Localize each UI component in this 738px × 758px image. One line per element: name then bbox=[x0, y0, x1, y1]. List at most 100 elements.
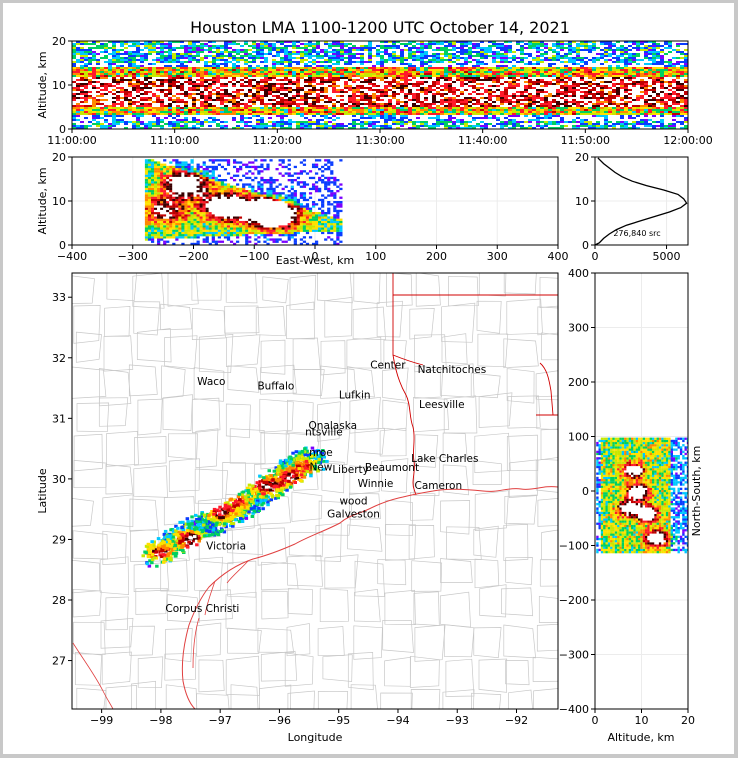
time-density-cell bbox=[452, 73, 456, 75]
time-density-cell bbox=[240, 91, 244, 93]
time-density-cell bbox=[400, 123, 404, 125]
time-density-cell bbox=[208, 89, 212, 91]
time-density-cell bbox=[356, 105, 360, 107]
time-density-cell bbox=[84, 63, 88, 65]
time-density-cell bbox=[492, 125, 496, 127]
time-density-cell bbox=[540, 77, 544, 79]
time-density-cell bbox=[436, 83, 440, 85]
time-density-cell bbox=[352, 53, 356, 55]
time-density-cell bbox=[448, 67, 452, 69]
time-density-cell bbox=[92, 109, 96, 111]
time-density-cell bbox=[468, 101, 472, 103]
time-density-cell bbox=[152, 123, 156, 125]
time-density-cell bbox=[548, 101, 552, 103]
time-density-cell bbox=[140, 109, 144, 111]
time-density-cell bbox=[328, 111, 332, 113]
time-density-cell bbox=[448, 99, 452, 101]
time-density-cell bbox=[288, 71, 292, 73]
time-density-cell bbox=[192, 77, 196, 79]
time-density-cell bbox=[552, 97, 556, 99]
time-density-cell bbox=[336, 51, 340, 53]
time-density-cell bbox=[332, 59, 336, 61]
time-density-cell bbox=[220, 111, 224, 113]
time-density-cell bbox=[128, 99, 132, 101]
time-density-cell bbox=[464, 79, 468, 81]
time-density-cell bbox=[192, 55, 196, 57]
time-density-cell bbox=[192, 75, 196, 77]
time-density-cell bbox=[452, 61, 456, 63]
time-density-cell bbox=[312, 71, 316, 73]
time-density-cell bbox=[432, 43, 436, 45]
time-density-cell bbox=[428, 59, 432, 61]
time-density-cell bbox=[340, 95, 344, 97]
time-density-cell bbox=[388, 113, 392, 115]
time-density-cell bbox=[484, 115, 488, 117]
time-density-cell bbox=[188, 73, 192, 75]
time-density-cell bbox=[204, 81, 208, 83]
time-density-cell bbox=[424, 93, 428, 95]
time-density-cell bbox=[116, 91, 120, 93]
time-density-cell bbox=[468, 109, 472, 111]
time-density-cell bbox=[388, 95, 392, 97]
time-density-cell bbox=[276, 123, 280, 125]
time-density-cell bbox=[352, 125, 356, 127]
time-density-cell bbox=[304, 107, 308, 109]
time-density-cell bbox=[344, 63, 348, 65]
time-density-cell bbox=[464, 109, 468, 111]
time-density-cell bbox=[604, 123, 608, 125]
time-density-cell bbox=[424, 71, 428, 73]
time-density-cell bbox=[296, 105, 300, 107]
time-density-cell bbox=[488, 73, 492, 75]
time-density-cell bbox=[584, 49, 588, 51]
time-density-cell bbox=[452, 49, 456, 51]
time-density-cell bbox=[136, 51, 140, 53]
time-density-cell bbox=[416, 83, 420, 85]
time-density-cell bbox=[180, 61, 184, 63]
time-density-cell bbox=[420, 83, 424, 85]
time-density-cell bbox=[168, 55, 172, 57]
time-density-cell bbox=[208, 49, 212, 51]
time-density-cell bbox=[180, 69, 184, 71]
time-density-cell bbox=[448, 57, 452, 59]
time-density-cell bbox=[344, 77, 348, 79]
time-density-cell bbox=[608, 91, 612, 93]
time-density-cell bbox=[392, 75, 396, 77]
time-density-cell bbox=[112, 55, 116, 57]
time-density-cell bbox=[316, 53, 320, 55]
time-density-cell bbox=[384, 107, 388, 109]
time-density-cell bbox=[292, 87, 296, 89]
time-density-cell bbox=[144, 107, 148, 109]
time-density-cell bbox=[260, 123, 264, 125]
time-density-cell bbox=[368, 59, 372, 61]
time-density-cell bbox=[336, 117, 340, 119]
time-density-cell bbox=[276, 79, 280, 81]
time-density-cell bbox=[432, 79, 436, 81]
time-density-cell bbox=[236, 73, 240, 75]
time-density-cell bbox=[516, 93, 520, 95]
time-density-cell bbox=[532, 105, 536, 107]
time-density-cell bbox=[188, 45, 192, 47]
time-density-cell bbox=[176, 71, 180, 73]
time-density-cell bbox=[356, 111, 360, 113]
time-density-cell bbox=[268, 71, 272, 73]
time-density-cell bbox=[592, 73, 596, 75]
time-density-cell bbox=[460, 93, 464, 95]
time-density-cell bbox=[352, 97, 356, 99]
time-density-cell bbox=[344, 89, 348, 91]
time-density-cell bbox=[452, 67, 456, 69]
time-density-cell bbox=[212, 79, 216, 81]
time-density-cell bbox=[564, 91, 568, 93]
time-density-cell bbox=[504, 71, 508, 73]
time-density-cell bbox=[304, 77, 308, 79]
time-density-cell bbox=[308, 97, 312, 99]
time-density-cell bbox=[336, 111, 340, 113]
time-density-cell bbox=[108, 75, 112, 77]
time-density-cell bbox=[264, 125, 268, 127]
time-density-cell bbox=[320, 85, 324, 87]
time-density-cell bbox=[404, 45, 408, 47]
time-density-cell bbox=[576, 111, 580, 113]
time-density-cell bbox=[400, 51, 404, 53]
time-density-cell bbox=[76, 61, 80, 63]
time-density-cell bbox=[484, 87, 488, 89]
time-density-cell bbox=[204, 107, 208, 109]
